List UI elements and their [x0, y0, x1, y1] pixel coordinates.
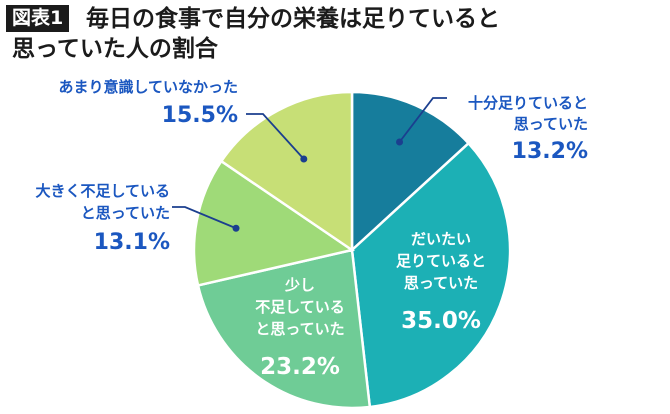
slice-value-1: 13.2%: [512, 139, 588, 164]
chart-title-line-2: 思っていた人の割合: [12, 36, 218, 62]
leader-line-4: [172, 206, 237, 230]
slice-label-3-line-1: 少し: [284, 276, 315, 294]
slice-label-5-line-1: あまり意識していなかった: [58, 78, 238, 96]
slice-value-4: 13.1%: [94, 230, 170, 255]
leader-line-5: [246, 113, 305, 160]
slice-value-3: 23.2%: [260, 354, 340, 380]
slice-label-2-line-1: だいたい: [411, 230, 471, 248]
chart-title-line-1: 毎日の食事で自分の栄養は足りていると: [86, 6, 500, 32]
leader-dot-4: [232, 224, 240, 232]
slice-label-2-line-2: 足りていると: [396, 252, 486, 270]
pie-slice-4: [192, 159, 356, 287]
pie-slice-3: [196, 248, 372, 410]
slice-label-1-line-1: 十分足りていると: [468, 94, 588, 112]
pie-slice-5: [219, 90, 354, 253]
slice-label-4-line-2: と思っていた: [81, 204, 170, 222]
pie-slice-1: [350, 90, 471, 253]
leader-dot-1: [396, 138, 404, 146]
leader-line-1: [398, 97, 447, 143]
slice-label-3-line-3: と思っていた: [255, 320, 344, 338]
figure-badge: 図表1: [6, 5, 70, 32]
header: 図表1 毎日の食事で自分の栄養は足りていると 思っていた人の割合: [6, 5, 666, 67]
pie-slice-2: [350, 141, 512, 409]
slice-label-1-line-2: 思っていた: [514, 115, 588, 133]
slice-label-3-line-2: 不足している: [255, 298, 345, 316]
slice-label-2-line-3: 思っていた: [404, 274, 478, 292]
leader-dot-5: [300, 155, 308, 163]
slice-value-5: 15.5%: [162, 103, 238, 128]
slice-label-4-line-1: 大きく不足している: [35, 182, 170, 200]
slice-value-2: 35.0%: [401, 308, 481, 334]
